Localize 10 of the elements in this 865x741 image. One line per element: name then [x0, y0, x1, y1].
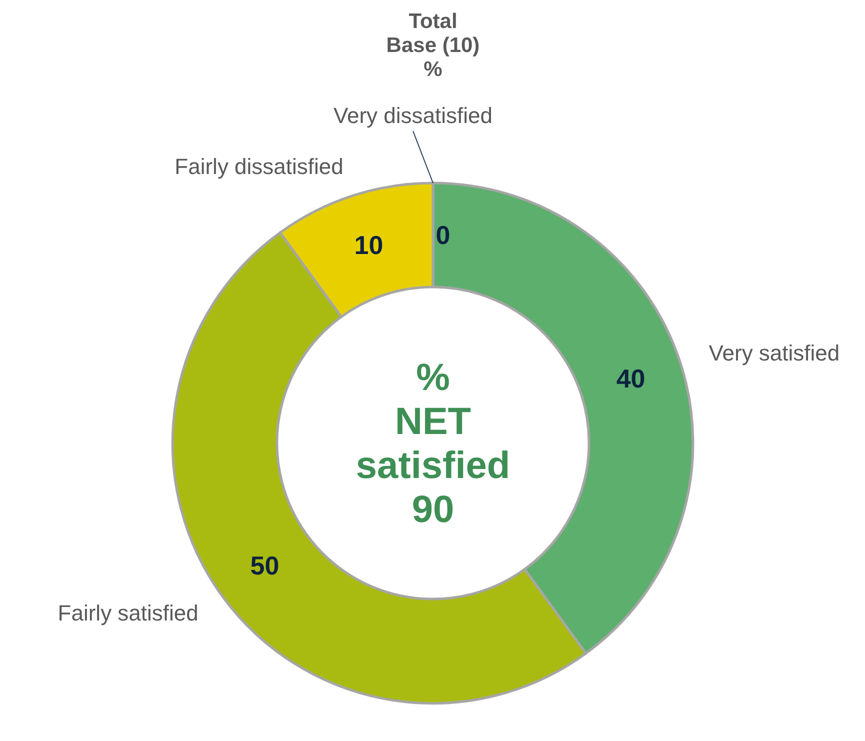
- text: 0: [436, 220, 450, 250]
- chart-title: Total Base (10) %: [386, 10, 480, 81]
- data-label: 10: [354, 230, 384, 260]
- category-label: Very dissatisfied: [334, 103, 492, 128]
- slice-label: Very satisfied: [708, 340, 840, 366]
- text: % NET satisfied 90: [356, 357, 510, 531]
- data-label: 40: [616, 364, 646, 394]
- slice-label: Fairly satisfied: [58, 600, 198, 626]
- data-label: 50: [250, 550, 280, 580]
- slice-label: Fairly dissatisfied: [174, 154, 344, 180]
